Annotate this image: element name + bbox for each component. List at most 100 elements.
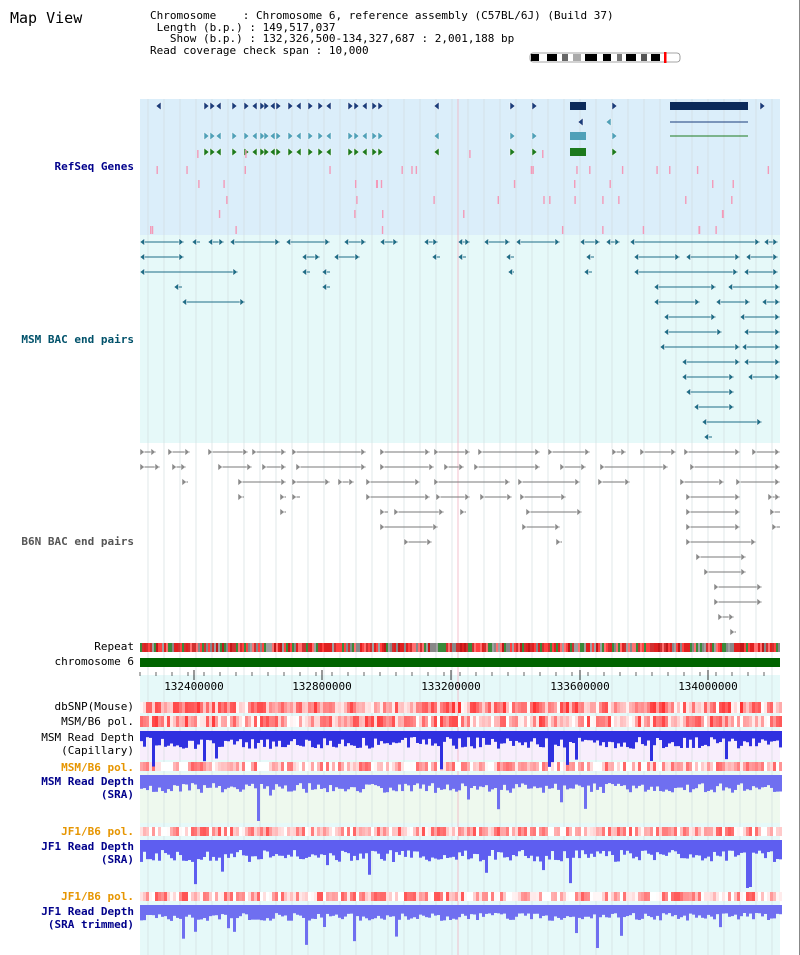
heat-cell <box>206 716 209 727</box>
feature-arrow <box>728 372 734 382</box>
heat-cell <box>620 716 623 727</box>
depth-bar <box>683 905 686 916</box>
repeat-track[interactable] <box>140 643 780 652</box>
heat-cell <box>761 716 764 727</box>
feature-arrow <box>611 447 617 457</box>
heat-cell <box>593 827 596 836</box>
heat-cell <box>578 827 581 836</box>
depth-bar <box>269 840 272 858</box>
feature-arrow <box>629 237 635 247</box>
heat-cell <box>305 716 308 727</box>
feature-arrow <box>251 131 258 141</box>
feature-arrow <box>280 462 286 472</box>
depth-bar <box>671 731 674 743</box>
gene-block[interactable] <box>670 102 748 110</box>
feature-arrow <box>237 492 243 502</box>
depth-bar <box>311 905 314 919</box>
heat-cell <box>344 892 347 901</box>
repeat-block <box>546 643 548 652</box>
tick-label: 132400000 <box>164 680 224 693</box>
depth-bar <box>326 731 329 746</box>
gene-block[interactable] <box>570 132 586 140</box>
repeat-block <box>442 643 444 652</box>
depth-bar <box>665 775 668 790</box>
depth-bar <box>713 775 716 793</box>
chromosome-ideogram[interactable] <box>529 52 681 63</box>
heat-cell <box>608 827 611 836</box>
label-refseq-genes[interactable]: RefSeq Genes <box>54 160 134 173</box>
repeat-block <box>574 643 576 652</box>
feature-arrow <box>325 101 332 111</box>
heat-cell <box>473 702 476 713</box>
depth-bar <box>293 731 296 740</box>
feature-arrow <box>139 237 145 247</box>
feature-arrow <box>774 342 780 352</box>
heat-cell <box>710 827 713 836</box>
repeat-block <box>366 643 368 652</box>
heat-cell <box>209 762 212 771</box>
depth-bar <box>725 731 728 760</box>
gene-block[interactable] <box>570 102 586 110</box>
feature-arrow <box>203 101 210 111</box>
depth-bar <box>365 840 368 854</box>
heat-cell <box>701 702 704 713</box>
label-msm-bac[interactable]: MSM BAC end pairs <box>21 333 134 346</box>
depth-bar <box>725 775 728 788</box>
heat-cell <box>497 702 500 713</box>
repeat-block <box>558 643 560 652</box>
heat-cell <box>650 702 653 713</box>
heat-cell <box>431 827 434 836</box>
depth-bar <box>629 731 632 749</box>
heat-cell <box>317 827 320 836</box>
heat-cell <box>239 762 242 771</box>
heat-cell <box>665 702 668 713</box>
depth-bar <box>560 905 563 920</box>
repeat-block <box>632 643 634 652</box>
heat-cell <box>149 762 152 771</box>
depth-bar <box>581 731 584 742</box>
heatmap-tracks[interactable] <box>140 702 782 901</box>
heat-cell <box>269 762 272 771</box>
repeat-block <box>426 643 428 652</box>
feature-layer[interactable] <box>139 101 780 637</box>
heat-cell <box>557 892 560 901</box>
depth-bar <box>173 731 176 747</box>
heat-cell <box>677 702 680 713</box>
gene-block[interactable] <box>570 148 586 156</box>
label-msm-b6-pol: MSM/B6 pol. <box>61 715 134 728</box>
heat-cell <box>221 827 224 836</box>
heat-cell <box>734 892 737 901</box>
heat-cell <box>410 762 413 771</box>
depth-bar <box>626 775 629 790</box>
depth-bar <box>611 840 614 855</box>
depth-bar <box>746 840 749 889</box>
heat-cell <box>374 827 377 836</box>
depth-bar <box>521 840 524 851</box>
heat-cell <box>695 762 698 771</box>
heat-cell <box>455 702 458 713</box>
repeat-block <box>392 643 394 652</box>
repeat-block <box>430 643 432 652</box>
chromosome-bar[interactable] <box>140 658 780 667</box>
depth-bar <box>737 840 740 856</box>
heat-cell <box>239 702 242 713</box>
depth-bar <box>299 905 302 916</box>
heat-cell <box>647 716 650 727</box>
heat-cell <box>575 762 578 771</box>
depth-bar <box>593 905 596 915</box>
depth-tracks[interactable] <box>140 731 782 949</box>
feature-arrow <box>259 131 266 141</box>
depth-bar <box>272 731 275 742</box>
depth-bar <box>224 840 227 855</box>
depth-bar <box>185 775 188 785</box>
heat-cell <box>140 827 143 836</box>
label-b6n-bac[interactable]: B6N BAC end pairs <box>21 535 134 548</box>
depth-bar <box>155 905 158 919</box>
depth-bar <box>236 775 239 790</box>
heat-cell <box>413 702 416 713</box>
heat-cell <box>347 827 350 836</box>
heat-cell <box>173 762 176 771</box>
depth-bar <box>233 840 236 858</box>
depth-bar <box>353 775 356 788</box>
